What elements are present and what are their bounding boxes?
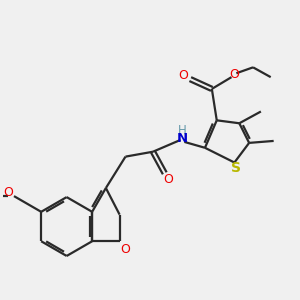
Text: H: H	[178, 124, 187, 136]
Text: O: O	[164, 173, 174, 186]
Text: O: O	[178, 69, 188, 82]
Text: O: O	[230, 68, 239, 81]
Text: N: N	[177, 133, 188, 146]
Text: S: S	[231, 161, 242, 176]
Text: O: O	[121, 243, 130, 256]
Text: O: O	[3, 186, 13, 199]
